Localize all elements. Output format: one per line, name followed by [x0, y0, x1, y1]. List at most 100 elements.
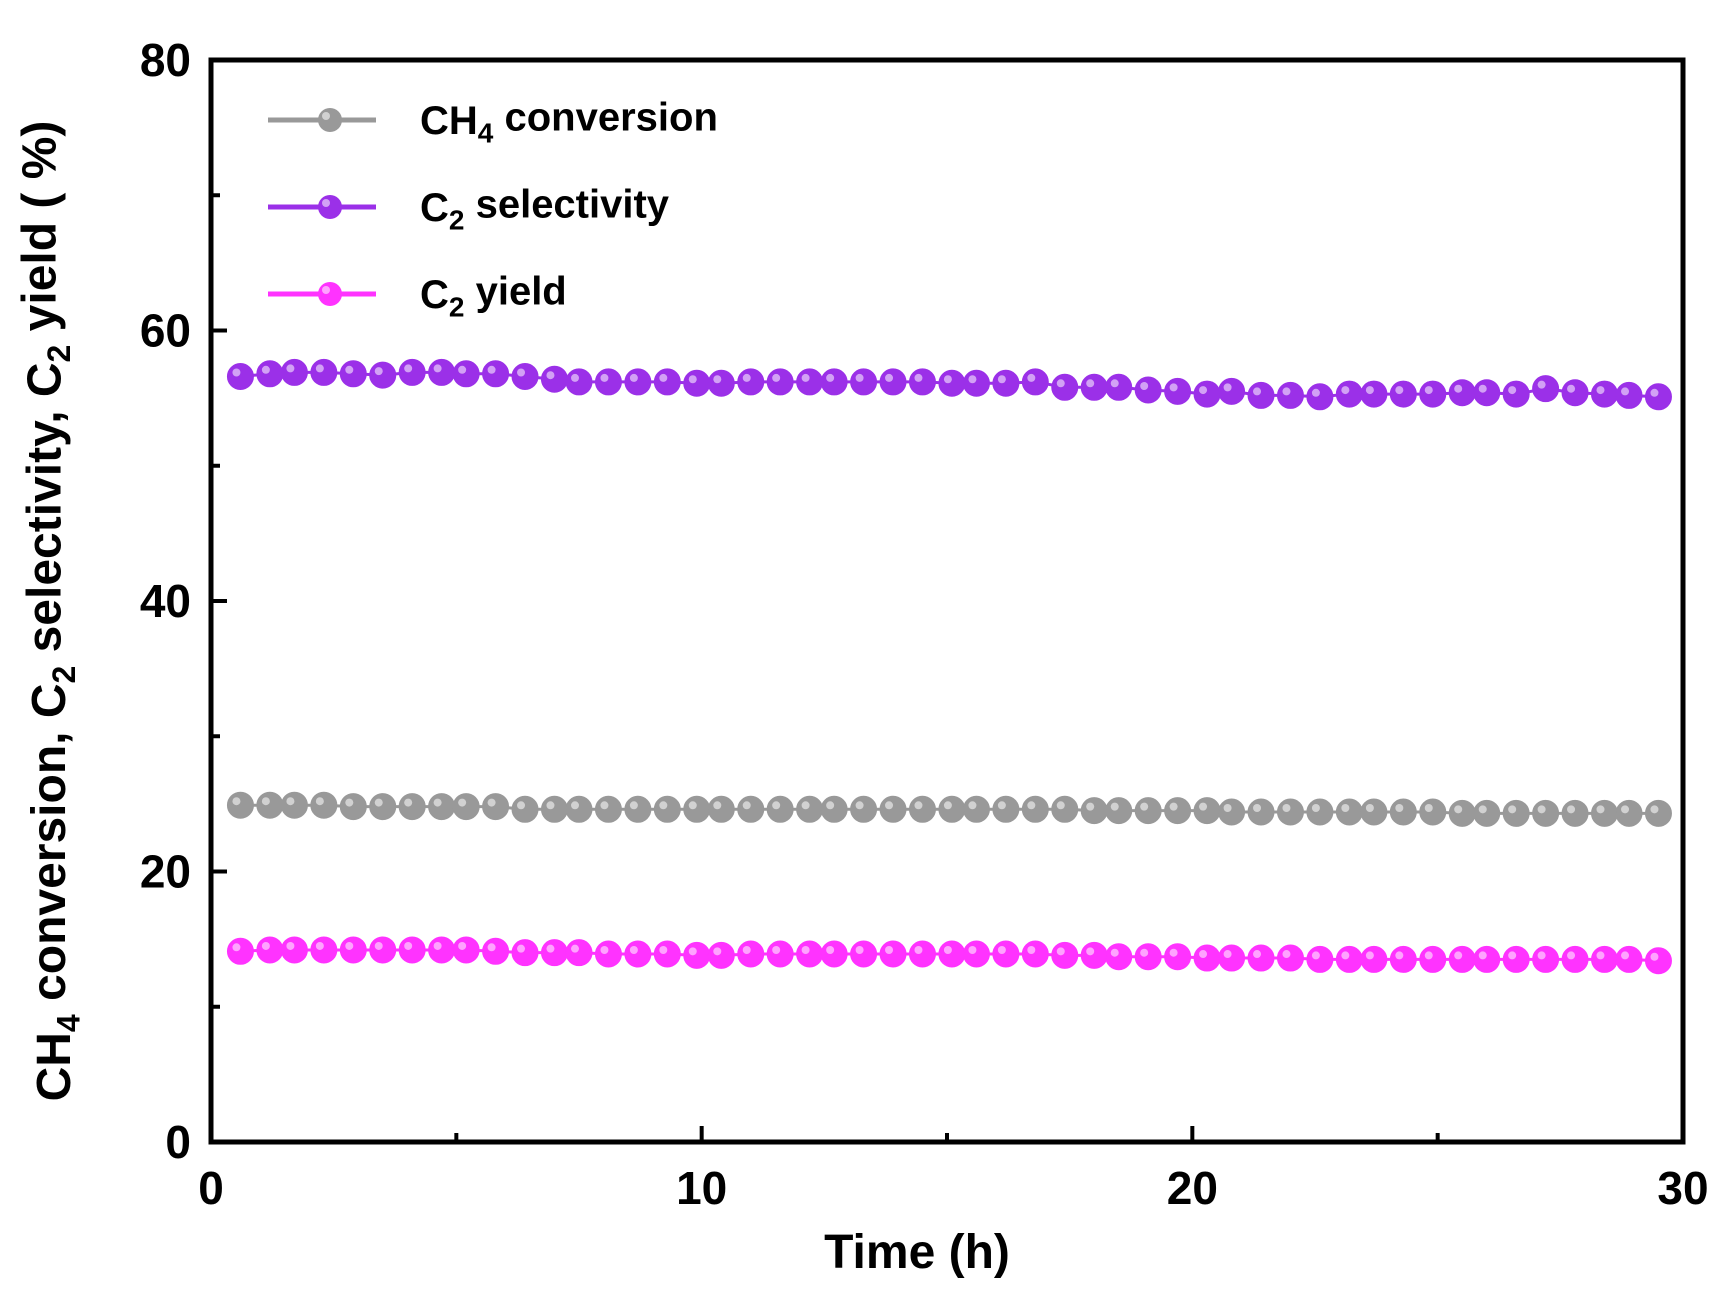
- data-point: [683, 941, 711, 969]
- data-point-highlight: [1341, 951, 1350, 960]
- data-point: [226, 791, 254, 819]
- data-point: [594, 795, 622, 823]
- data-point-highlight: [1086, 947, 1095, 956]
- data-point: [766, 940, 794, 968]
- data-point: [1448, 945, 1476, 973]
- data-point-highlight: [629, 946, 638, 955]
- label-text: yield: [464, 269, 566, 313]
- data-point-highlight: [885, 946, 894, 955]
- data-point-highlight: [433, 798, 442, 807]
- data-point-highlight: [1596, 951, 1605, 960]
- data-point-highlight: [772, 373, 781, 382]
- data-point-highlight: [1223, 383, 1232, 392]
- data-point: [1051, 941, 1079, 969]
- data-point: [1502, 945, 1530, 973]
- data-point: [1105, 943, 1133, 971]
- data-point-highlight: [943, 375, 952, 384]
- legend-item: C2 selectivity: [268, 182, 670, 235]
- x-tick-label: 30: [1657, 1162, 1708, 1214]
- data-point: [1561, 945, 1589, 973]
- data-point: [962, 369, 990, 397]
- data-point-highlight: [1311, 951, 1320, 960]
- data-point: [1218, 944, 1246, 972]
- data-point: [1360, 380, 1388, 408]
- data-point-highlight: [943, 801, 952, 810]
- data-point: [565, 795, 593, 823]
- data-point: [1164, 797, 1192, 825]
- data-point-highlight: [1567, 384, 1576, 393]
- y-tick-label: 60: [140, 305, 191, 357]
- data-point: [879, 795, 907, 823]
- data-point: [256, 360, 284, 388]
- data-point: [511, 939, 539, 967]
- data-point-highlight: [1027, 801, 1036, 810]
- data-point: [369, 936, 397, 964]
- x-tick-label: 0: [198, 1162, 224, 1214]
- data-point: [1448, 379, 1476, 407]
- data-point-highlight: [1311, 388, 1320, 397]
- data-point-highlight: [1395, 803, 1404, 812]
- data-point: [511, 362, 539, 390]
- data-point-highlight: [855, 946, 864, 955]
- data-point-highlight: [885, 801, 894, 810]
- data-point-highlight: [742, 373, 751, 382]
- data-point-highlight: [1537, 951, 1546, 960]
- data-point-highlight: [855, 801, 864, 810]
- data-point: [1276, 381, 1304, 409]
- data-point-highlight: [688, 375, 697, 384]
- data-point-highlight: [1365, 951, 1374, 960]
- data-point: [1644, 947, 1672, 975]
- data-point-highlight: [855, 373, 864, 382]
- data-point-highlight: [315, 797, 324, 806]
- data-point-highlight: [1621, 951, 1630, 960]
- data-point-highlight: [914, 801, 923, 810]
- data-point: [511, 795, 539, 823]
- legend-item: C2 yield: [268, 269, 567, 322]
- data-point-highlight: [286, 364, 295, 373]
- data-point: [540, 939, 568, 967]
- series-c2-selectivity: [226, 358, 1672, 411]
- data-point-highlight: [629, 801, 638, 810]
- data-point: [766, 795, 794, 823]
- x-tick-label: 20: [1167, 1162, 1218, 1214]
- data-point: [1134, 376, 1162, 404]
- legend-marker: [318, 282, 342, 306]
- data-point: [707, 369, 735, 397]
- data-point-highlight: [1110, 948, 1119, 957]
- data-point-highlight: [1056, 801, 1065, 810]
- data-point-highlight: [1169, 383, 1178, 392]
- data-point-highlight: [1110, 802, 1119, 811]
- data-point: [653, 940, 681, 968]
- data-point-highlight: [1478, 951, 1487, 960]
- data-point: [938, 795, 966, 823]
- data-point: [737, 795, 765, 823]
- data-point: [226, 362, 254, 390]
- data-point: [565, 939, 593, 967]
- data-point-highlight: [1454, 951, 1463, 960]
- data-point-highlight: [517, 801, 526, 810]
- data-point-highlight: [914, 373, 923, 382]
- data-point: [1306, 383, 1334, 411]
- data-point-highlight: [1199, 802, 1208, 811]
- data-point-highlight: [1395, 951, 1404, 960]
- data-point: [820, 368, 848, 396]
- data-point-highlight: [546, 944, 555, 953]
- data-point: [594, 940, 622, 968]
- data-point-highlight: [487, 798, 496, 807]
- data-point: [1561, 379, 1589, 407]
- data-point-highlight: [914, 946, 923, 955]
- data-point-highlight: [1650, 805, 1659, 814]
- data-point-highlight: [688, 947, 697, 956]
- data-point: [280, 936, 308, 964]
- data-point-highlight: [1140, 382, 1149, 391]
- data-point: [1193, 380, 1221, 408]
- data-point-highlight: [968, 946, 977, 955]
- subscript-text: 4: [478, 117, 494, 148]
- data-point-highlight: [659, 373, 668, 382]
- data-point-highlight: [1596, 805, 1605, 814]
- data-point: [398, 358, 426, 386]
- data-point: [1532, 375, 1560, 403]
- data-point-highlight: [1650, 952, 1659, 961]
- legend-marker-highlight: [322, 286, 330, 294]
